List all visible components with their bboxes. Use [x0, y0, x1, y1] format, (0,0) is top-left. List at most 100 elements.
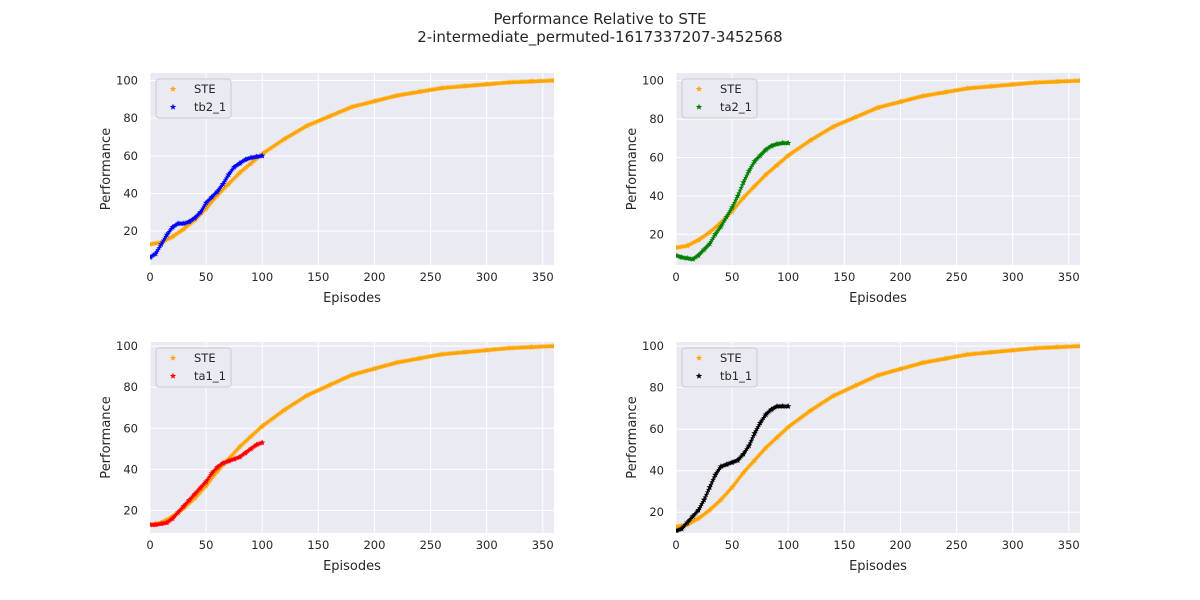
series-marker [289, 131, 296, 137]
series-marker [818, 401, 824, 407]
series-marker [738, 185, 744, 190]
series-marker [700, 234, 706, 240]
series-marker [734, 195, 740, 201]
x-axis-label: Episodes [323, 291, 381, 306]
series-marker [815, 132, 822, 138]
series-marker [241, 157, 247, 163]
series-marker [694, 253, 700, 259]
series-marker [551, 77, 554, 83]
legend-marker [169, 85, 177, 92]
series-marker [174, 231, 180, 236]
x-tick-label: 0 [146, 270, 153, 284]
series-marker [298, 126, 305, 132]
series-marker [748, 438, 754, 444]
series-marker [293, 129, 299, 135]
y-axis-label: Performance [625, 396, 640, 478]
x-axis-label: Episodes [849, 291, 907, 306]
series-STE [676, 77, 1080, 251]
series-marker [551, 343, 554, 349]
series-marker [289, 402, 296, 407]
series-marker [746, 443, 752, 448]
y-tick-label: 100 [642, 74, 664, 88]
y-tick-label: 60 [649, 150, 664, 164]
series-marker [771, 405, 777, 411]
series-marker [704, 231, 710, 237]
series-tb2_1 [150, 152, 266, 261]
series-marker [265, 147, 271, 153]
series-marker [822, 128, 828, 134]
series-marker [785, 152, 791, 158]
series-marker [287, 403, 293, 409]
series-marker [740, 179, 746, 185]
series-marker [295, 398, 301, 404]
legend-label: tb2_1 [194, 100, 226, 114]
series-marker [768, 406, 774, 412]
y-tick-label: 100 [116, 74, 138, 88]
y-axis-label: Performance [99, 128, 114, 210]
series-marker [688, 520, 694, 526]
series-marker [695, 237, 702, 243]
series-marker [685, 242, 691, 248]
series-marker [297, 126, 303, 132]
series-marker [684, 243, 690, 248]
x-tick-label: 200 [889, 538, 911, 552]
series-marker [745, 170, 751, 176]
series-marker [259, 153, 265, 159]
series-marker [282, 407, 288, 412]
series-marker [239, 159, 245, 165]
series-marker [826, 396, 832, 402]
x-axis-label: Episodes [849, 559, 907, 574]
series-marker [260, 150, 266, 156]
series-marker [730, 202, 736, 208]
series-marker [731, 200, 737, 205]
x-tick-label: 50 [199, 538, 214, 552]
x-tick-label: 150 [833, 538, 855, 552]
series-marker [300, 125, 306, 131]
x-tick-label: 300 [1002, 538, 1024, 552]
series-marker [301, 124, 307, 130]
series-marker [813, 404, 819, 410]
series-marker [278, 138, 284, 144]
series-marker [824, 396, 831, 402]
series-marker [274, 141, 280, 147]
series-marker [737, 187, 743, 193]
series-marker [280, 136, 287, 142]
series-marker [1077, 343, 1080, 349]
series-marker [823, 397, 829, 403]
series-marker [179, 227, 186, 233]
series-marker [809, 136, 815, 142]
y-tick-label: 80 [123, 380, 138, 394]
y-tick-label: 20 [649, 227, 664, 241]
series-marker [165, 516, 171, 522]
figure-title: Performance Relative to STE [493, 10, 706, 28]
series-marker [766, 144, 772, 150]
series-marker [691, 518, 697, 524]
series-marker [818, 131, 824, 137]
series-marker [150, 252, 156, 258]
series-layer [676, 342, 1080, 533]
series-marker [791, 149, 797, 154]
series-marker [292, 130, 298, 136]
series-marker [285, 404, 291, 410]
legend-label: STE [194, 351, 216, 365]
series-marker [190, 216, 196, 222]
series-marker [773, 404, 779, 410]
series-marker [785, 140, 791, 146]
y-tick-label: 80 [649, 381, 664, 395]
series-marker [802, 141, 808, 147]
series-marker [736, 190, 742, 196]
series-marker [808, 137, 814, 143]
series-marker [174, 221, 180, 227]
series-marker [787, 151, 794, 157]
series-marker [732, 197, 739, 203]
series-marker [233, 162, 239, 168]
series-marker [689, 519, 695, 525]
series-marker [286, 133, 292, 139]
series-layer [676, 77, 1080, 262]
series-marker [690, 518, 696, 524]
y-tick-label: 60 [123, 149, 138, 163]
series-ta2_1 [676, 139, 792, 262]
series-marker [813, 134, 819, 140]
series-marker [812, 404, 818, 410]
series-marker [288, 132, 294, 138]
